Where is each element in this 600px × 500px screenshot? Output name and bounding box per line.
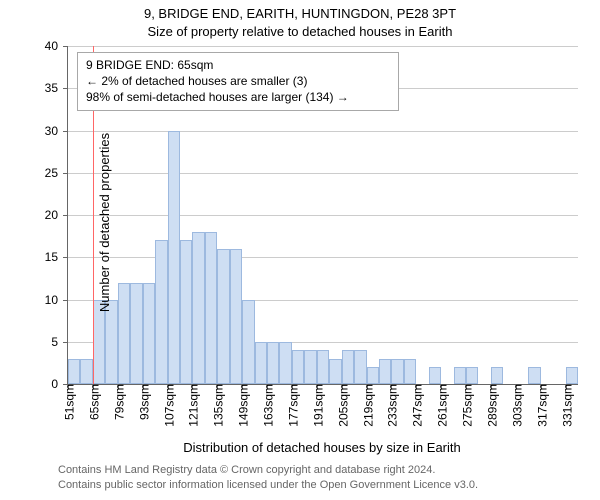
x-tick-label: 51sqm xyxy=(60,384,77,420)
footer-line2: Contains public sector information licen… xyxy=(58,478,478,493)
histogram-bar xyxy=(168,131,180,385)
histogram-bar xyxy=(528,367,540,384)
x-tick-label: 177sqm xyxy=(283,384,300,427)
annotation-line: ← 2% of detached houses are smaller (3) xyxy=(86,73,390,89)
histogram-bar xyxy=(404,359,416,384)
gridline xyxy=(68,173,578,174)
histogram-bar xyxy=(180,240,192,384)
histogram-bar xyxy=(391,359,403,384)
histogram-bar xyxy=(192,232,204,384)
gridline xyxy=(68,46,578,47)
y-tick-label: 5 xyxy=(51,335,68,349)
x-tick-label: 149sqm xyxy=(234,384,251,427)
histogram-bar xyxy=(566,367,578,384)
histogram-bar xyxy=(429,367,441,384)
y-tick-label: 35 xyxy=(45,81,68,95)
footer-line1: Contains HM Land Registry data © Crown c… xyxy=(58,463,478,478)
y-tick-label: 40 xyxy=(45,39,68,53)
histogram-bar xyxy=(354,350,366,384)
x-axis-label: Distribution of detached houses by size … xyxy=(67,440,577,455)
attribution-footer: Contains HM Land Registry data © Crown c… xyxy=(58,463,478,493)
x-tick-label: 289sqm xyxy=(482,384,499,427)
x-tick-label: 219sqm xyxy=(358,384,375,427)
histogram-bar xyxy=(367,367,379,384)
histogram-bar xyxy=(217,249,229,384)
histogram-bar xyxy=(329,359,341,384)
histogram-bar xyxy=(118,283,130,384)
x-tick-label: 191sqm xyxy=(308,384,325,427)
x-tick-label: 247sqm xyxy=(408,384,425,427)
histogram-bar xyxy=(304,350,316,384)
y-tick-label: 20 xyxy=(45,208,68,222)
histogram-bar xyxy=(105,300,117,385)
histogram-bar xyxy=(379,359,391,384)
histogram-bar xyxy=(155,240,167,384)
histogram-chart: 9, BRIDGE END, EARITH, HUNTINGDON, PE28 … xyxy=(0,0,600,500)
x-tick-label: 261sqm xyxy=(433,384,450,427)
y-axis-label: Number of detached properties xyxy=(97,133,112,312)
x-tick-label: 233sqm xyxy=(383,384,400,427)
annotation-line: 9 BRIDGE END: 65sqm xyxy=(86,57,390,73)
x-tick-label: 163sqm xyxy=(259,384,276,427)
chart-subtitle: Size of property relative to detached ho… xyxy=(0,24,600,39)
histogram-bar xyxy=(279,342,291,384)
x-tick-label: 205sqm xyxy=(333,384,350,427)
annotation-line: 98% of semi-detached houses are larger (… xyxy=(86,89,390,105)
y-tick-label: 15 xyxy=(45,250,68,264)
gridline xyxy=(68,215,578,216)
y-tick-label: 25 xyxy=(45,166,68,180)
x-tick-label: 93sqm xyxy=(134,384,151,420)
histogram-bar xyxy=(143,283,155,384)
x-tick-label: 135sqm xyxy=(209,384,226,427)
y-tick-label: 10 xyxy=(45,293,68,307)
y-tick-label: 30 xyxy=(45,124,68,138)
histogram-bar xyxy=(93,300,105,385)
histogram-bar xyxy=(342,350,354,384)
x-tick-label: 121sqm xyxy=(184,384,201,427)
x-tick-label: 331sqm xyxy=(557,384,574,427)
histogram-bar xyxy=(80,359,92,384)
histogram-bar xyxy=(454,367,466,384)
gridline xyxy=(68,131,578,132)
x-tick-label: 303sqm xyxy=(507,384,524,427)
plot-area: 051015202530354051sqm65sqm79sqm93sqm107s… xyxy=(67,46,578,385)
histogram-bar xyxy=(230,249,242,384)
x-tick-label: 79sqm xyxy=(109,384,126,420)
histogram-bar xyxy=(292,350,304,384)
histogram-bar xyxy=(205,232,217,384)
histogram-bar xyxy=(242,300,254,385)
gridline xyxy=(68,257,578,258)
histogram-bar xyxy=(130,283,142,384)
histogram-bar xyxy=(317,350,329,384)
annotation-box: 9 BRIDGE END: 65sqm← 2% of detached hous… xyxy=(77,52,399,111)
histogram-bar xyxy=(466,367,478,384)
x-tick-label: 275sqm xyxy=(458,384,475,427)
histogram-bar xyxy=(267,342,279,384)
x-tick-label: 65sqm xyxy=(84,384,101,420)
histogram-bar xyxy=(68,359,80,384)
chart-title: 9, BRIDGE END, EARITH, HUNTINGDON, PE28 … xyxy=(0,6,600,21)
x-tick-label: 107sqm xyxy=(159,384,176,427)
histogram-bar xyxy=(255,342,267,384)
histogram-bar xyxy=(491,367,503,384)
x-tick-label: 317sqm xyxy=(532,384,549,427)
